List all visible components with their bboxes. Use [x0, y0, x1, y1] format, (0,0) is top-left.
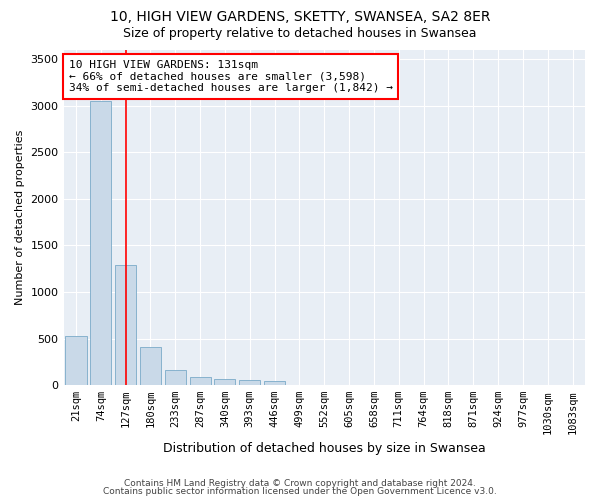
Text: 10, HIGH VIEW GARDENS, SKETTY, SWANSEA, SA2 8ER: 10, HIGH VIEW GARDENS, SKETTY, SWANSEA, …: [110, 10, 490, 24]
Bar: [90, 101, 112, 385]
Bar: [65, 336, 86, 385]
Y-axis label: Number of detached properties: Number of detached properties: [15, 130, 25, 305]
Text: Contains HM Land Registry data © Crown copyright and database right 2024.: Contains HM Land Registry data © Crown c…: [124, 478, 476, 488]
Bar: [165, 370, 186, 385]
Bar: [140, 348, 161, 385]
X-axis label: Distribution of detached houses by size in Swansea: Distribution of detached houses by size …: [163, 442, 485, 455]
Bar: [115, 265, 136, 385]
Text: 10 HIGH VIEW GARDENS: 131sqm
← 66% of detached houses are smaller (3,598)
34% of: 10 HIGH VIEW GARDENS: 131sqm ← 66% of de…: [69, 60, 393, 94]
Text: Size of property relative to detached houses in Swansea: Size of property relative to detached ho…: [123, 28, 477, 40]
Bar: [214, 380, 235, 385]
Bar: [264, 382, 285, 385]
Bar: [239, 380, 260, 385]
Bar: [190, 377, 211, 385]
Text: Contains public sector information licensed under the Open Government Licence v3: Contains public sector information licen…: [103, 487, 497, 496]
